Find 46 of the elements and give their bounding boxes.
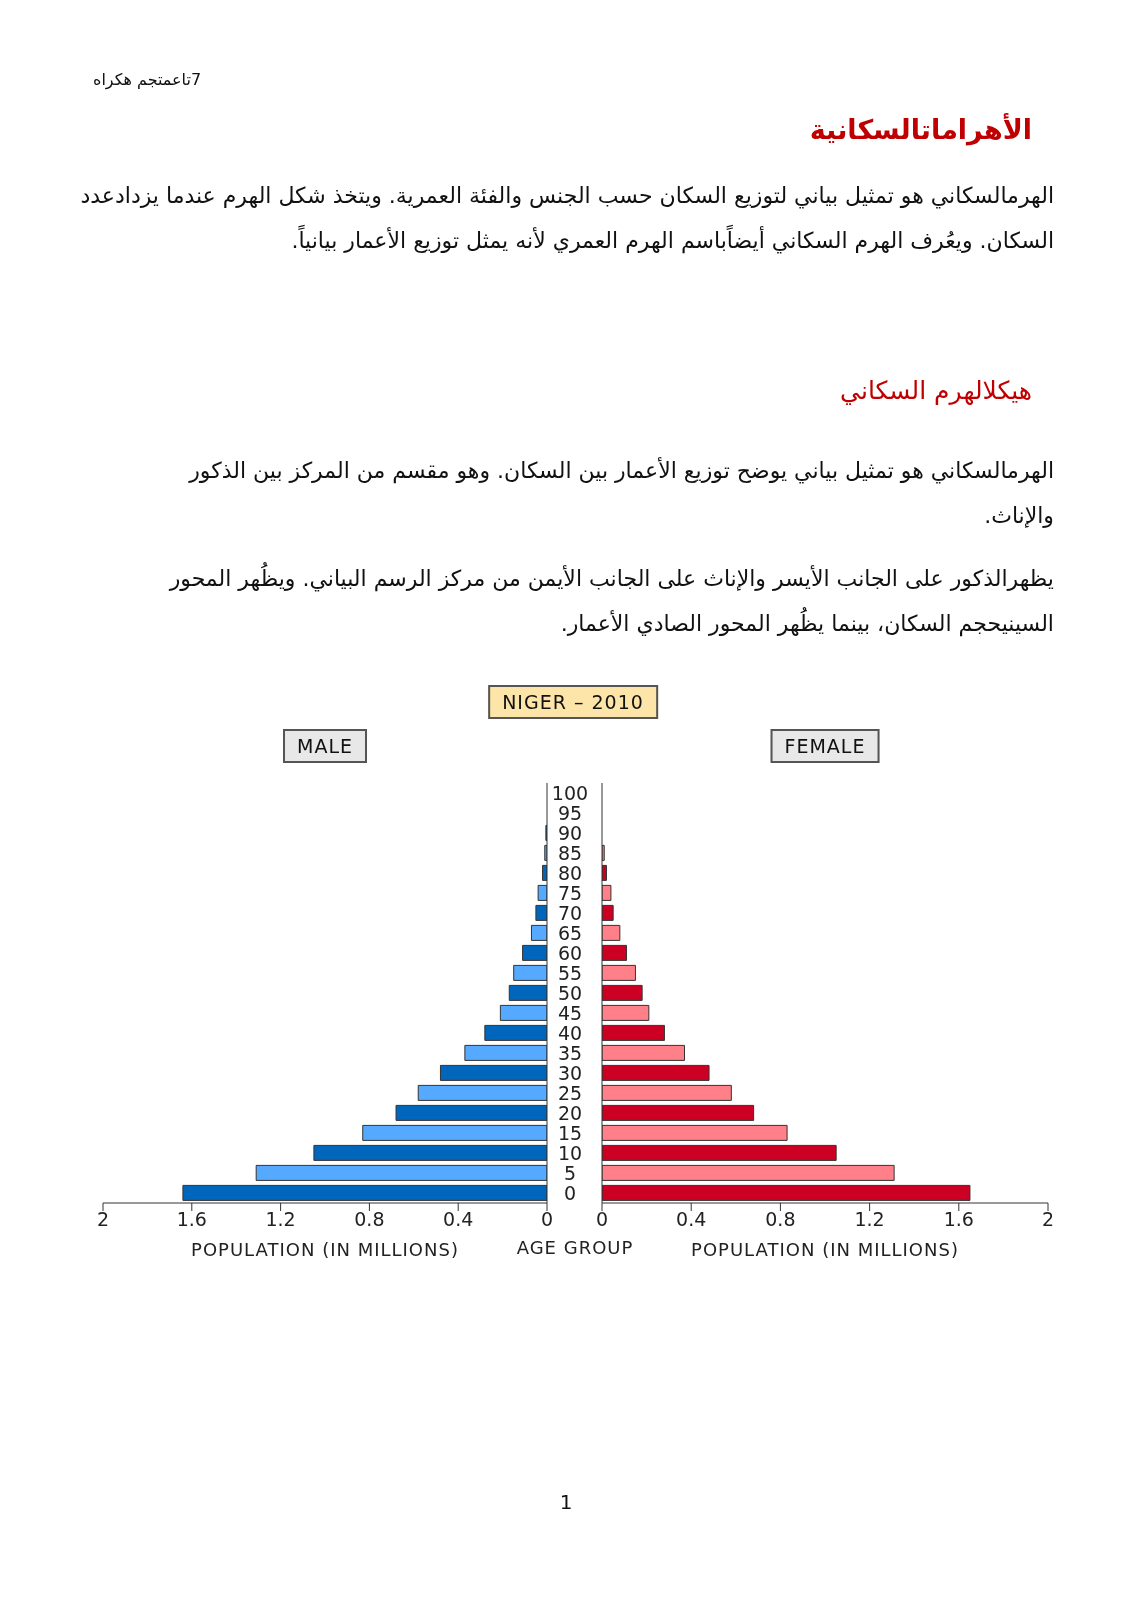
y-tick-label: 80 (557, 861, 583, 884)
text: الهرمالسكاني هو تمثيل بياني يوضح توزيع الأعمار بين السكان. وهو مقسم من المركز بين الذكور والإناث. (187, 456, 1054, 530)
x-tick-label: 0.4 (443, 1208, 474, 1231)
y-axis-title: AGE GROUP (516, 1237, 634, 1258)
y-tick-label: 100 (551, 781, 589, 804)
x-tick-label: 2 (1041, 1208, 1055, 1231)
y-tick-label: 15 (557, 1121, 583, 1144)
y-tick-label: 90 (557, 821, 583, 844)
text: الأهراماتالسكانية (809, 114, 1032, 145)
y-tick-label: 35 (557, 1041, 583, 1064)
y-tick-label: 50 (557, 981, 583, 1004)
x-tick-label: 1.6 (176, 1208, 207, 1231)
x-tick-label: 1.2 (265, 1208, 296, 1231)
x-tick-label: 1.2 (854, 1208, 885, 1231)
y-tick-label: 25 (557, 1081, 583, 1104)
x-tick-label: 2 (96, 1208, 110, 1231)
y-tick-label: 45 (557, 1001, 583, 1024)
y-tick-label: 70 (557, 901, 583, 924)
x-tick-label: 0.8 (354, 1208, 385, 1231)
y-tick-label: 20 (557, 1101, 583, 1124)
chart-subtitle: MALE (283, 729, 367, 763)
y-tick-label: 10 (557, 1141, 583, 1164)
x-tick-label: 1.6 (943, 1208, 974, 1231)
y-tick-label: 75 (557, 881, 583, 904)
text: 7تاعمتجم هكراه (93, 70, 202, 89)
y-tick-label: 30 (557, 1061, 583, 1084)
chart-subtitle: FEMALE (770, 729, 880, 763)
x-tick-label: 0.8 (765, 1208, 796, 1231)
text: الهرمالسكاني هو تمثيل بياني لتوزيع السكان حسب الجنس والفئة العمرية. ويتخذ شكل الهرم عندما يزدادعدد السكان. ويعُرف الهرم السكاني أيضاًباسم الهرم العمري لأنه يمثل توزيع الأعمار بيانياً. (79, 182, 1054, 256)
y-tick-label: 5 (563, 1161, 577, 1184)
x-tick-label: 0 (595, 1208, 609, 1231)
x-tick-label: 0 (540, 1208, 554, 1231)
text: يظهرالذكور على الجانب الأيسر والإناث على الجانب الأيمن من مركز الرسم البياني. ويظُهر المحور السينيحجم السكان، بينما يظُهر المحور الصادي الأعمار. (167, 561, 1054, 639)
text: هيكلالهرم السكاني (840, 376, 1032, 405)
y-tick-label: 40 (557, 1021, 583, 1044)
y-tick-label: 55 (557, 961, 583, 984)
text: 1 (559, 1490, 573, 1514)
chart-title: NIGER – 2010 (488, 685, 658, 719)
y-tick-label: 60 (557, 941, 583, 964)
y-tick-label: 95 (557, 801, 583, 824)
x-axis-title: POPULATION (IN MILLIONS) (191, 1239, 459, 1260)
x-axis-title: POPULATION (IN MILLIONS) (691, 1239, 959, 1260)
y-tick-label: 0 (563, 1181, 577, 1204)
y-tick-label: 65 (557, 921, 583, 944)
y-tick-label: 85 (557, 841, 583, 864)
x-tick-label: 0.4 (676, 1208, 707, 1231)
